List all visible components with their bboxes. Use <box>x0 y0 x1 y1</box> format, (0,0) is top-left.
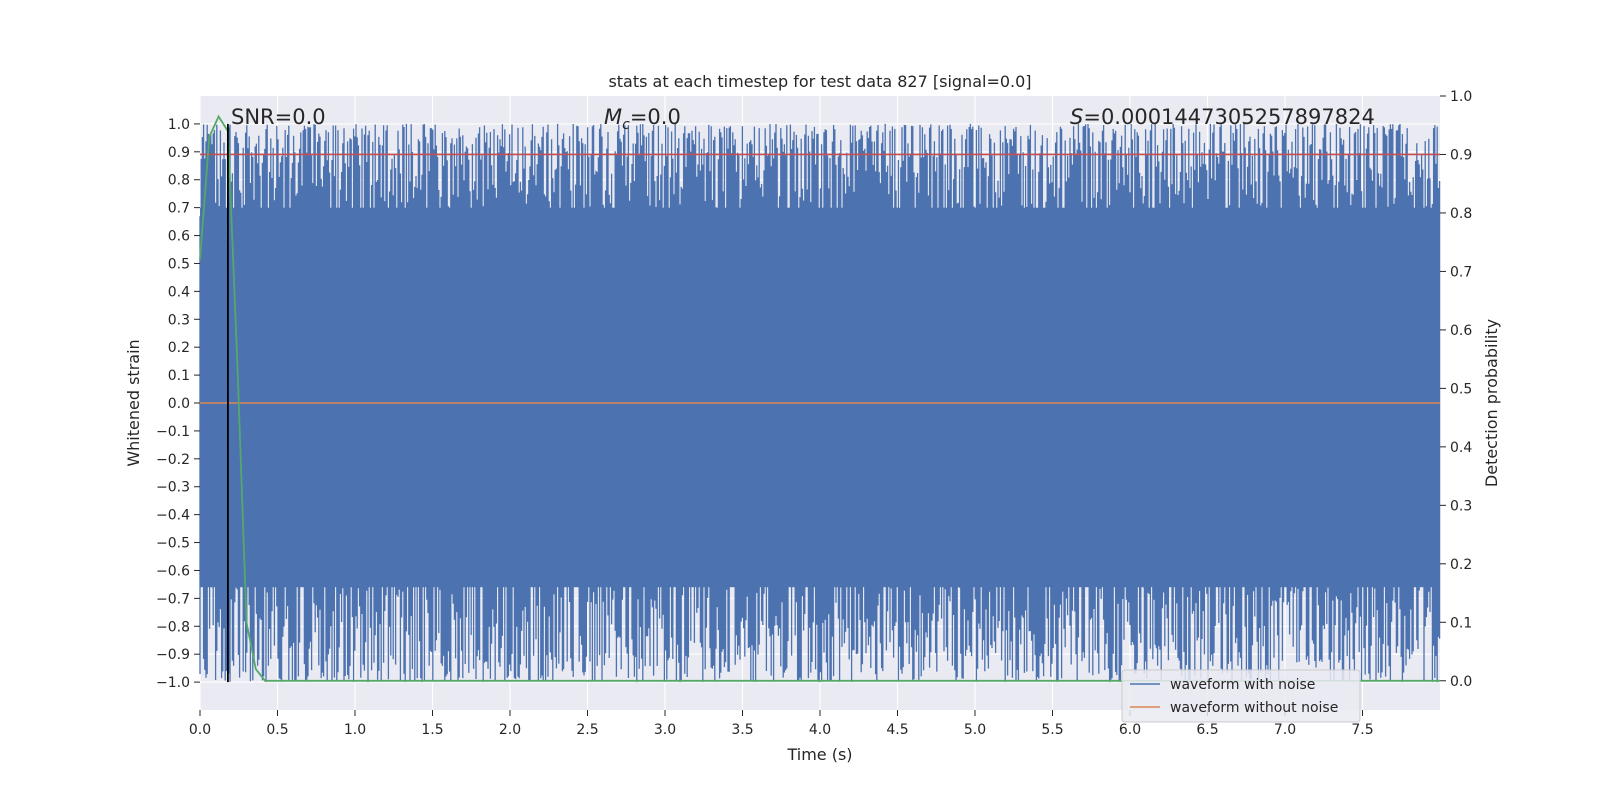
y-left-ticks: 1.0 0.9 0.8 0.7 0.6 0.5 0.4 0.3 0.2 0.1 0.0 −0.1 −0.… <box>156 117 200 691</box>
legend-box <box>1121 669 1361 723</box>
x-tick-label: 6.5 <box>1196 722 1218 738</box>
y-right-tick-label: 0.7 <box>1450 264 1472 280</box>
x-tick-label: 0.5 <box>266 722 288 738</box>
y-right-tick-label: 0.5 <box>1450 381 1472 397</box>
y-right-tick-label: 0.8 <box>1450 206 1472 222</box>
x-tick-label: 4.0 <box>809 722 831 738</box>
y-left-tick-label: 1.0 <box>168 117 190 133</box>
y-axis-left-label: Whitened strain <box>124 339 143 466</box>
y-left-tick-label: 0.6 <box>168 229 190 245</box>
y-right-tick-label: 0.4 <box>1450 440 1472 456</box>
s-symbol: S <box>1070 105 1083 129</box>
y-right-tick-label: 0.6 <box>1450 323 1472 339</box>
x-tick-label: 3.0 <box>654 722 676 738</box>
y-right-tick-label: 1.0 <box>1450 89 1472 105</box>
y-left-tick-label: 0.7 <box>168 201 190 217</box>
snr-annotation: SNR=0.0 <box>231 105 326 129</box>
y-left-tick-label: −0.9 <box>156 647 190 663</box>
y-left-tick-label: 0.1 <box>168 368 190 384</box>
x-tick-label: 1.5 <box>421 722 443 738</box>
y-right-tick-label: 0.3 <box>1450 498 1472 514</box>
mc-value: =0.0 <box>630 105 681 129</box>
x-tick-label: 2.0 <box>499 722 521 738</box>
y-right-tick-label: 0.1 <box>1450 615 1472 631</box>
x-tick-label: 5.5 <box>1041 722 1063 738</box>
y-left-tick-label: 0.4 <box>168 284 190 300</box>
x-tick-label: 4.5 <box>886 722 908 738</box>
y-left-tick-label: −0.3 <box>156 480 190 496</box>
mc-annotation: Mc=0.0 <box>604 105 681 133</box>
y-right-ticks: 1.0 0.9 0.8 0.7 0.6 0.5 0.4 0.3 0.2 0.1 0.0 <box>1440 89 1472 690</box>
y-left-tick-label: −0.1 <box>156 424 190 440</box>
x-tick-label: 0.0 <box>189 722 211 738</box>
y-left-tick-label: −0.5 <box>156 536 190 552</box>
y-axis-right-label: Detection probability <box>1482 319 1501 487</box>
legend-label-noise: waveform with noise <box>1170 677 1315 693</box>
x-tick-label: 7.5 <box>1351 722 1373 738</box>
y-left-tick-label: −0.8 <box>156 619 190 635</box>
x-tick-label: 3.5 <box>731 722 753 738</box>
x-axis-label: Time (s) <box>786 745 852 764</box>
y-right-tick-label: 0.9 <box>1450 147 1472 163</box>
y-left-tick-label: −0.7 <box>156 591 190 607</box>
x-tick-label: 2.5 <box>576 722 598 738</box>
x-ticks: 0.0 0.5 1.0 1.5 2.0 2.5 3.0 3.5 4.0 4.5 5.0 5.5 6.0 6… <box>189 710 1374 738</box>
x-tick-label: 6.0 <box>1119 722 1141 738</box>
x-tick-label: 5.0 <box>964 722 986 738</box>
y-right-tick-label: 0.2 <box>1450 557 1472 573</box>
y-left-tick-label: 0.3 <box>168 312 190 328</box>
mc-symbol: M <box>604 105 622 129</box>
waveform-with-noise-series <box>199 123 1441 683</box>
chart-title: stats at each timestep for test data 827… <box>608 72 1031 91</box>
noise-strokes <box>199 123 1441 683</box>
detection-probability-line <box>199 114 1440 682</box>
y-left-tick-label: −1.0 <box>156 675 190 691</box>
y-left-tick-label: 0.2 <box>168 340 190 356</box>
y-left-tick-label: −0.6 <box>156 563 190 579</box>
x-tick-label: 7.0 <box>1274 722 1296 738</box>
y-left-tick-label: 0.9 <box>168 145 190 161</box>
y-left-tick-label: 0.0 <box>168 396 190 412</box>
y-right-tick-label: 0.0 <box>1450 674 1472 690</box>
mc-subscript: c <box>622 117 630 133</box>
y-left-tick-label: 0.8 <box>168 173 190 189</box>
y-left-tick-label: −0.2 <box>156 452 190 468</box>
legend: waveform with noise waveform without noi… <box>1121 669 1361 723</box>
s-annotation: S=0.0001447305257897824 <box>1070 105 1375 129</box>
y-left-tick-label: −0.4 <box>156 508 190 524</box>
s-value: =0.0001447305257897824 <box>1083 105 1375 129</box>
y-left-tick-label: 0.5 <box>168 256 190 272</box>
x-tick-label: 1.0 <box>344 722 366 738</box>
legend-label-clean: waveform without noise <box>1170 700 1338 716</box>
